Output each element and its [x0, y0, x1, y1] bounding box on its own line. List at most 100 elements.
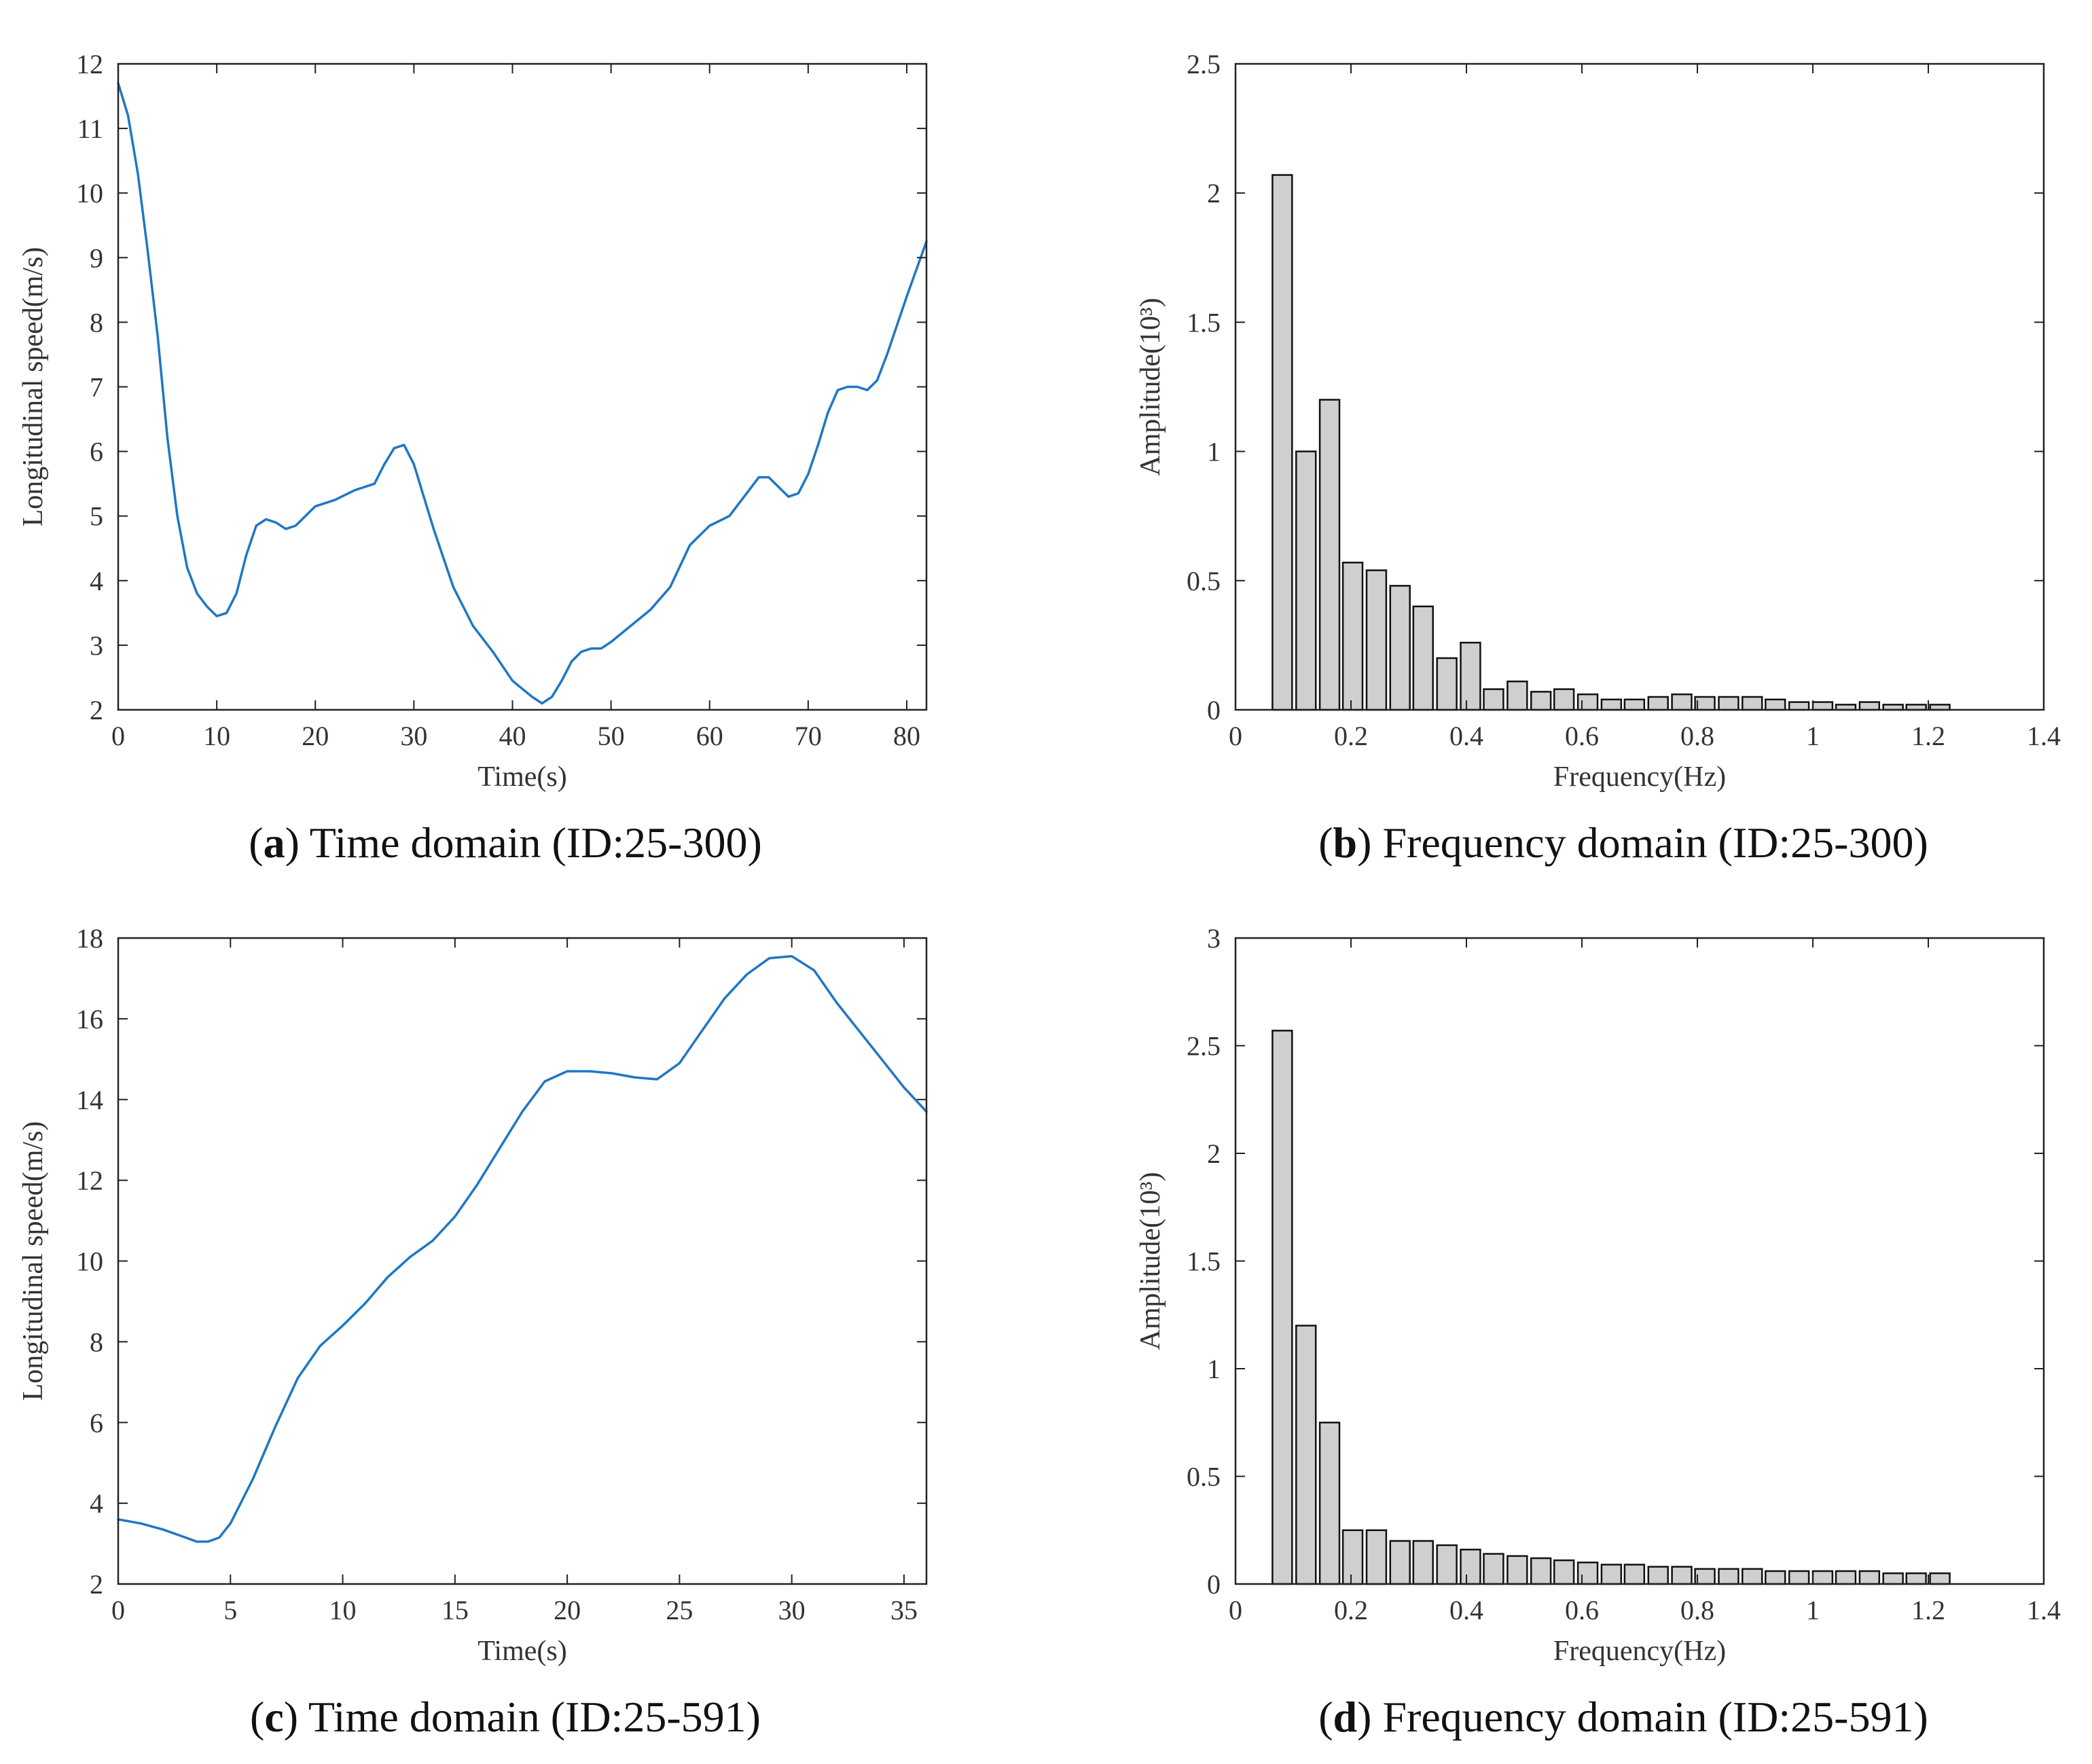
panel-caption-a: (a) Time domain (ID:25-300): [249, 818, 762, 867]
y-tick-label-a-7: 9: [90, 242, 103, 273]
bar-b-20: [1742, 696, 1763, 711]
x-tick-label-a-4: 40: [499, 721, 526, 751]
bar-d-26: [1882, 1572, 1904, 1585]
bar-d-25: [1858, 1570, 1881, 1585]
x-tick-label-d-4: 0.8: [1680, 1595, 1714, 1625]
x-tick-label-d-7: 1.4: [2027, 1595, 2061, 1625]
x-tick-label-a-5: 50: [598, 721, 625, 751]
bar-d-10: [1507, 1555, 1528, 1585]
bar-d-1: [1295, 1325, 1317, 1585]
x-axis-label-a: Time(s): [477, 761, 566, 793]
bar-b-1: [1295, 450, 1317, 711]
x-tick-label-c-1: 5: [223, 1595, 237, 1625]
x-tick-label-a-0: 0: [111, 721, 125, 751]
bar-d-22: [1788, 1570, 1810, 1585]
bar-d-15: [1623, 1564, 1646, 1585]
x-tick-label-d-3: 0.6: [1565, 1595, 1599, 1625]
y-tick-label-d-2: 1: [1207, 1354, 1221, 1384]
bar-d-5: [1389, 1540, 1411, 1585]
chart-panel-a: 0 10 20 30 40 50 60 70 80 2 3 4 5 6 7 8 9 10 11 12 Time(s) Lo…: [18, 49, 928, 867]
y-tick-label-a-3: 5: [90, 501, 103, 532]
x-tick-label-d-0: 0: [1229, 1595, 1242, 1625]
bar-b-7: [1436, 657, 1458, 711]
panel-caption-b: (b) Frequency domain (ID:25-300): [1318, 818, 1928, 867]
y-tick-label-c-4: 10: [76, 1246, 103, 1277]
x-tick-label-b-7: 1.4: [2027, 721, 2061, 751]
bar-b-17: [1671, 693, 1693, 711]
y-tick-label-a-5: 7: [90, 372, 103, 403]
panel-letter-b: b: [1333, 818, 1358, 867]
y-tick-label-a-4: 6: [90, 437, 103, 467]
y-tick-label-a-6: 8: [90, 307, 103, 338]
series-line-a-0: [117, 82, 928, 705]
bar-d-0: [1272, 1030, 1293, 1585]
chart-panel-b: 0 0.2 0.4 0.6 0.8 1 1.2 1.4 0 0.5 1 1.5 2 2.5 Frequenc…: [1135, 49, 2061, 867]
x-tick-label-b-0: 0: [1229, 721, 1242, 751]
y-tick-label-a-9: 11: [77, 113, 103, 144]
chart-panel-d: 0 0.2 0.4 0.6 0.8 1 1.2 1.4 0 0.5 1 1.5 2 2.5 3 Frequen…: [1135, 923, 2061, 1741]
y-tick-label-c-8: 18: [76, 923, 103, 954]
bar-b-0: [1272, 174, 1293, 711]
bar-d-24: [1835, 1570, 1857, 1585]
x-tick-label-a-2: 20: [302, 721, 329, 751]
bar-b-23: [1811, 701, 1834, 711]
y-axis-label-a: Longitudinal speed(m/s): [18, 247, 49, 527]
bar-d-12: [1553, 1559, 1575, 1585]
series-line-c-0: [117, 954, 928, 1543]
panel-letter-c: c: [264, 1693, 283, 1741]
x-tick-label-a-7: 70: [795, 721, 822, 751]
bar-d-17: [1671, 1566, 1693, 1585]
bar-d-2: [1318, 1422, 1341, 1585]
y-tick-label-c-5: 12: [76, 1166, 103, 1196]
bar-b-13: [1576, 693, 1599, 711]
y-tick-label-b-3: 1.5: [1187, 307, 1221, 338]
chart-panel-c: 0 5 10 15 20 25 30 35 2 4 6 8 10 12 14 16 18 Time(s) Longi…: [18, 923, 928, 1741]
x-tick-label-c-4: 20: [554, 1595, 581, 1625]
y-tick-label-d-6: 3: [1207, 923, 1221, 954]
panel-caption-c: (c) Time domain (ID:25-591): [250, 1693, 761, 1741]
panel-caption-d: (d) Frequency domain (ID:25-591): [1318, 1693, 1928, 1741]
x-tick-label-d-1: 0.2: [1334, 1595, 1368, 1625]
bar-b-21: [1765, 698, 1786, 711]
bar-b-16: [1647, 696, 1669, 711]
x-tick-label-a-8: 80: [893, 721, 920, 751]
bar-d-7: [1436, 1544, 1458, 1585]
y-tick-label-b-4: 2: [1207, 178, 1221, 209]
x-tick-label-b-4: 0.8: [1680, 721, 1714, 751]
y-tick-label-c-2: 6: [90, 1407, 103, 1438]
bar-b-6: [1412, 605, 1434, 711]
y-tick-label-d-5: 2.5: [1187, 1031, 1221, 1062]
axes-frame-a: [117, 62, 928, 711]
y-axis-label-b: Amplitude(10³): [1135, 298, 1166, 475]
x-tick-label-b-1: 0.2: [1334, 721, 1368, 751]
axes-frame-b: [1234, 62, 2045, 711]
axes-frame-d: [1234, 937, 2045, 1585]
x-tick-label-c-7: 35: [890, 1595, 918, 1625]
bar-b-19: [1718, 696, 1739, 711]
x-tick-label-b-2: 0.4: [1449, 721, 1483, 751]
panel-letter-d: d: [1333, 1693, 1358, 1741]
x-tick-label-b-3: 0.6: [1565, 721, 1599, 751]
y-tick-label-b-5: 2.5: [1187, 49, 1221, 79]
bar-b-2: [1318, 399, 1341, 711]
bar-d-21: [1765, 1570, 1786, 1585]
x-tick-label-d-6: 1.2: [1911, 1595, 1945, 1625]
y-tick-label-a-8: 10: [76, 178, 103, 209]
x-tick-label-b-6: 1.2: [1911, 721, 1945, 751]
bar-d-27: [1905, 1572, 1927, 1585]
y-tick-label-d-1: 0.5: [1187, 1462, 1221, 1492]
x-tick-label-a-1: 10: [203, 721, 230, 751]
y-tick-label-c-3: 8: [90, 1327, 103, 1357]
bar-d-28: [1929, 1572, 1951, 1585]
y-tick-label-b-1: 0.5: [1187, 566, 1221, 596]
y-tick-label-c-7: 16: [76, 1004, 103, 1034]
bar-d-8: [1460, 1549, 1481, 1585]
x-axis-label-c: Time(s): [477, 1636, 566, 1667]
y-tick-label-a-1: 3: [90, 630, 103, 661]
x-tick-label-d-2: 0.4: [1449, 1595, 1483, 1625]
x-tick-label-c-5: 25: [666, 1595, 693, 1625]
x-tick-label-d-5: 1: [1806, 1595, 1820, 1625]
y-tick-label-c-0: 2: [90, 1569, 103, 1600]
bar-d-4: [1365, 1529, 1388, 1585]
